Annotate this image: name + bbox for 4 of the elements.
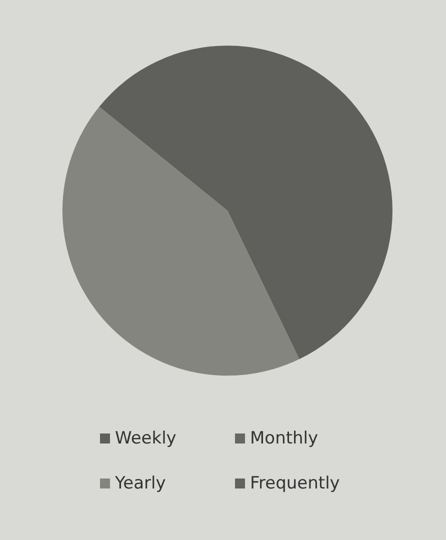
legend-label: Monthly [250, 428, 318, 448]
legend-label: Weekly [115, 428, 176, 448]
legend-label: Yearly [114, 474, 166, 494]
legend-label: Frequently [250, 474, 340, 494]
